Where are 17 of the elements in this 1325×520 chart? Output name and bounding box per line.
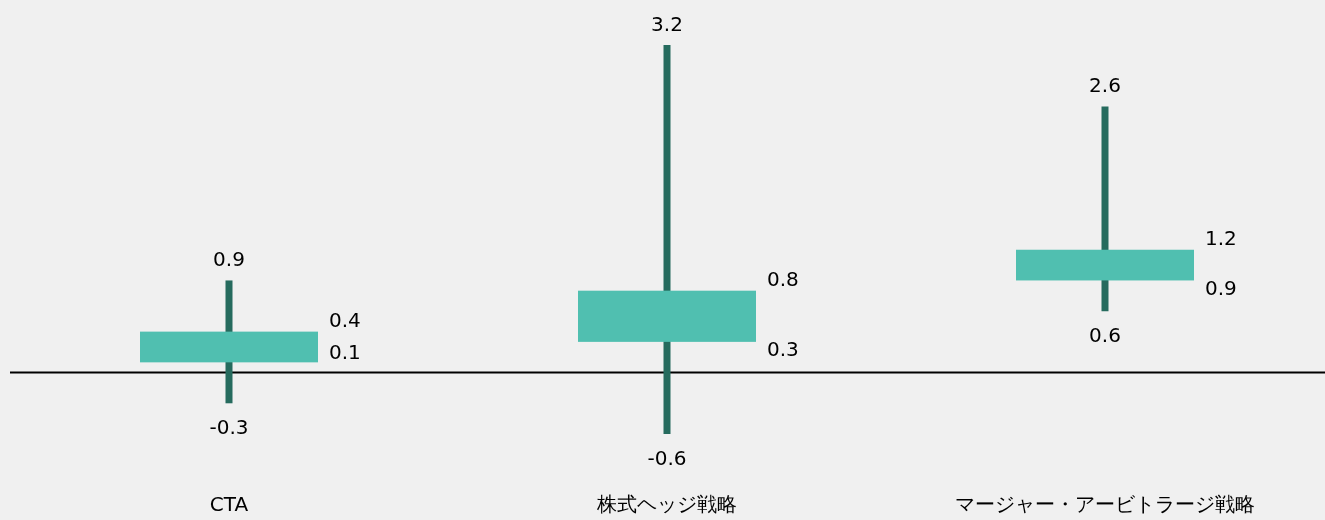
text: 0.3 <box>767 337 799 362</box>
text: -0.3 <box>209 414 249 439</box>
text: 1.2 <box>1205 226 1237 251</box>
x-tick-label: CTA <box>209 491 249 516</box>
candlestick <box>1016 106 1194 312</box>
candlestick <box>578 45 756 434</box>
text: 0.9 <box>213 246 245 271</box>
text: 0.8 <box>767 267 799 292</box>
x-tick-label: 株式ヘッジ戦略 <box>596 491 737 516</box>
x-tick-label: マージャー・アービトラージ戦略 <box>955 491 1255 516</box>
text: 0.9 <box>1205 275 1237 300</box>
text: 0.4 <box>329 308 361 333</box>
text: 2.6 <box>1089 72 1121 97</box>
text: 0.6 <box>1089 322 1121 347</box>
text: 0.1 <box>329 339 361 364</box>
text: 3.2 <box>651 11 683 36</box>
text: -0.6 <box>647 445 687 470</box>
